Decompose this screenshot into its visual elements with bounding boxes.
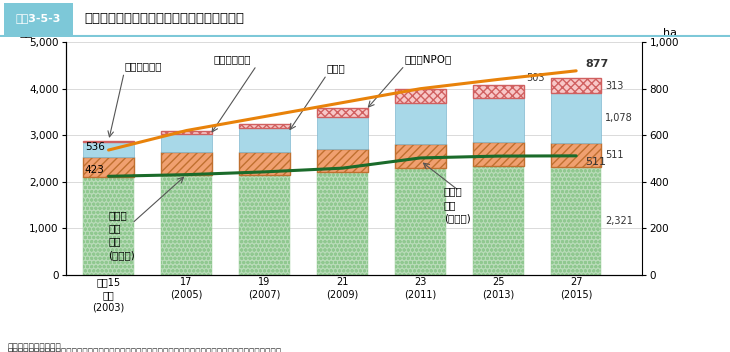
Bar: [317, 108, 368, 117]
Bar: [473, 166, 523, 275]
Bar: [551, 78, 602, 93]
Text: 都市的
地域
(右目盛): 都市的 地域 (右目盛): [444, 187, 470, 223]
Text: 2,321: 2,321: [605, 216, 633, 226]
Text: 503: 503: [526, 73, 545, 83]
Bar: [161, 134, 212, 152]
Text: 企業・NPO等: 企業・NPO等: [404, 54, 452, 64]
Bar: [83, 177, 134, 275]
Bar: [161, 131, 212, 134]
Bar: [239, 124, 290, 128]
Bar: [239, 175, 290, 275]
Bar: [317, 149, 368, 172]
Text: ha: ha: [663, 27, 677, 38]
Bar: [239, 152, 290, 175]
Text: 注：「特定農地貸付けに関する農地法等の特例に関する法律」、「市民農園整備促進法」に基づき開設されたもの: 注：「特定農地貸付けに関する農地法等の特例に関する法律」、「市民農園整備促進法」…: [7, 348, 282, 352]
Bar: [395, 168, 445, 275]
Bar: [161, 152, 212, 175]
Text: 877: 877: [585, 59, 609, 69]
Text: 423: 423: [85, 164, 104, 175]
FancyBboxPatch shape: [4, 2, 73, 35]
Bar: [161, 175, 212, 275]
Text: 511: 511: [585, 157, 607, 167]
Text: 313: 313: [605, 81, 623, 90]
Bar: [473, 84, 523, 98]
Text: 地方公共団体: 地方公共団体: [124, 61, 161, 71]
Text: 536: 536: [85, 142, 104, 152]
Bar: [83, 142, 134, 157]
Text: 農業者: 農業者: [327, 63, 345, 73]
Text: 図表3-5-3: 図表3-5-3: [15, 13, 61, 24]
Bar: [83, 141, 134, 142]
Text: 市民農園の開設数・地域類型別市民農園面積: 市民農園の開設数・地域類型別市民農園面積: [84, 12, 244, 25]
Bar: [317, 172, 368, 275]
Text: 1,078: 1,078: [605, 113, 633, 123]
Text: 資料：農林水産省調べ: 資料：農林水産省調べ: [7, 343, 61, 352]
Bar: [473, 142, 523, 166]
Bar: [395, 89, 445, 103]
Bar: [551, 167, 602, 275]
Text: 都市的
地域
以外
(右目盛): 都市的 地域 以外 (右目盛): [109, 210, 135, 260]
Bar: [395, 144, 445, 168]
Bar: [473, 98, 523, 142]
Bar: [395, 103, 445, 144]
Bar: [83, 157, 134, 177]
Text: 農業協同組合: 農業協同組合: [214, 54, 251, 64]
Bar: [551, 143, 602, 167]
Bar: [551, 93, 602, 143]
Text: か所: か所: [20, 27, 33, 38]
Text: 511: 511: [605, 150, 624, 160]
Bar: [239, 128, 290, 152]
Bar: [317, 117, 368, 149]
